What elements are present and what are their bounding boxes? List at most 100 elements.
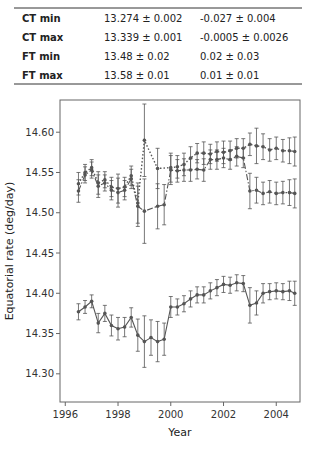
error-bar (96, 172, 100, 195)
marker (116, 187, 120, 191)
error-bar (156, 148, 160, 188)
marker (261, 192, 265, 196)
error-bar (90, 160, 94, 176)
error-bar (136, 319, 140, 351)
marker (103, 312, 107, 316)
x-tick (118, 402, 119, 406)
marker (116, 327, 120, 331)
axes: 1996199820002002200414.3014.3514.4014.45… (3, 100, 300, 439)
error-bar (162, 185, 166, 225)
marker (261, 145, 265, 149)
y-tick-label: 14.50 (25, 207, 54, 218)
marker (162, 337, 166, 341)
error-bar (228, 141, 232, 160)
marker (162, 203, 166, 207)
error-bar (83, 301, 87, 314)
error-bar (281, 139, 285, 162)
marker (202, 151, 206, 155)
marker (77, 182, 81, 186)
marker (209, 152, 213, 156)
error-bar (254, 177, 258, 203)
marker (281, 290, 285, 294)
marker (248, 142, 252, 146)
table-cell: -0.027 ± 0.004 (200, 13, 276, 24)
error-bar (182, 296, 186, 312)
marker (209, 289, 213, 293)
x-tick-label: 1998 (105, 409, 130, 420)
error-bar (162, 323, 166, 355)
error-bar (189, 147, 193, 170)
x-tick (170, 402, 171, 406)
marker (268, 190, 272, 194)
table-cell: 0.02 ± 0.03 (200, 51, 259, 62)
marker (288, 289, 292, 293)
marker (268, 290, 272, 294)
marker (255, 301, 259, 305)
marker (255, 188, 259, 192)
table-border (14, 84, 302, 85)
error-bar (261, 134, 265, 160)
marker (293, 291, 297, 295)
error-bar (195, 143, 199, 162)
error-bar (156, 184, 160, 229)
marker (248, 304, 252, 308)
series-line (78, 140, 294, 203)
marker (156, 205, 160, 209)
marker (143, 138, 147, 142)
error-bar (123, 177, 127, 196)
marker (169, 305, 173, 309)
marker (189, 297, 193, 301)
series (76, 275, 296, 368)
marker (202, 293, 206, 297)
error-bar (83, 164, 87, 180)
marker (288, 191, 292, 195)
error-bar (268, 181, 272, 204)
marker (169, 166, 173, 170)
table: CT min13.274 ± 0.002-0.027 ± 0.004CT max… (14, 8, 302, 84)
marker (195, 167, 199, 171)
error-bar (248, 288, 252, 323)
error-bar (169, 153, 173, 182)
error-bar (109, 177, 113, 196)
error-bar (222, 276, 226, 292)
error-bar (261, 182, 265, 205)
marker (143, 209, 147, 213)
table-cell: 13.339 ± 0.001 (104, 32, 182, 43)
error-bar (215, 280, 219, 296)
marker (228, 283, 232, 287)
chart: CT min13.274 ± 0.002-0.027 ± 0.004CT max… (0, 0, 309, 454)
marker (176, 305, 180, 309)
marker (195, 151, 199, 155)
marker (83, 305, 87, 309)
marker (176, 165, 180, 169)
error-bar (254, 128, 258, 163)
error-bar (254, 291, 258, 315)
error-bar (293, 137, 297, 166)
marker (136, 333, 140, 337)
marker (103, 178, 107, 182)
marker (136, 201, 140, 205)
error-bar (261, 284, 265, 303)
marker (281, 191, 285, 195)
marker (129, 316, 133, 320)
error-bar (228, 277, 232, 293)
marker (110, 185, 114, 189)
error-bar (76, 172, 80, 195)
error-bar (268, 139, 272, 162)
marker (149, 336, 153, 340)
marker (156, 167, 160, 171)
marker (156, 340, 160, 344)
error-bar (293, 281, 297, 305)
y-tick-label: 14.35 (25, 328, 54, 339)
error-bar (156, 321, 160, 361)
error-bar (215, 142, 219, 161)
series-line (78, 156, 294, 211)
series (76, 104, 296, 223)
error-bar (287, 180, 291, 206)
marker (83, 171, 87, 175)
marker (222, 151, 226, 155)
table-cell: CT max (22, 32, 64, 43)
y-tick-label: 14.40 (25, 288, 54, 299)
error-bar (287, 281, 291, 300)
series-line (78, 283, 294, 342)
